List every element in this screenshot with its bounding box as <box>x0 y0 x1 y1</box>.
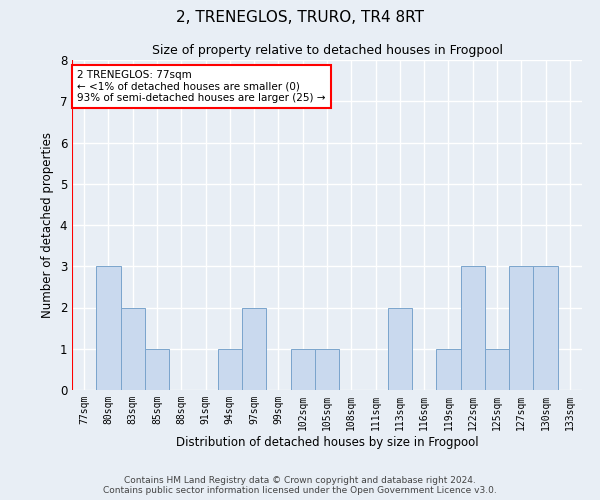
Title: Size of property relative to detached houses in Frogpool: Size of property relative to detached ho… <box>151 44 503 58</box>
Bar <box>218 349 242 390</box>
Bar <box>533 266 558 390</box>
Text: 2 TRENEGLOS: 77sqm
← <1% of detached houses are smaller (0)
93% of semi-detached: 2 TRENEGLOS: 77sqm ← <1% of detached hou… <box>77 70 326 103</box>
Bar <box>242 308 266 390</box>
Bar <box>290 349 315 390</box>
Bar <box>436 349 461 390</box>
Bar <box>388 308 412 390</box>
Bar <box>461 266 485 390</box>
Bar <box>485 349 509 390</box>
Text: 2, TRENEGLOS, TRURO, TR4 8RT: 2, TRENEGLOS, TRURO, TR4 8RT <box>176 10 424 25</box>
Bar <box>96 266 121 390</box>
Text: Contains HM Land Registry data © Crown copyright and database right 2024.
Contai: Contains HM Land Registry data © Crown c… <box>103 476 497 495</box>
Bar <box>315 349 339 390</box>
X-axis label: Distribution of detached houses by size in Frogpool: Distribution of detached houses by size … <box>176 436 478 448</box>
Bar <box>509 266 533 390</box>
Bar <box>121 308 145 390</box>
Bar <box>145 349 169 390</box>
Y-axis label: Number of detached properties: Number of detached properties <box>41 132 54 318</box>
